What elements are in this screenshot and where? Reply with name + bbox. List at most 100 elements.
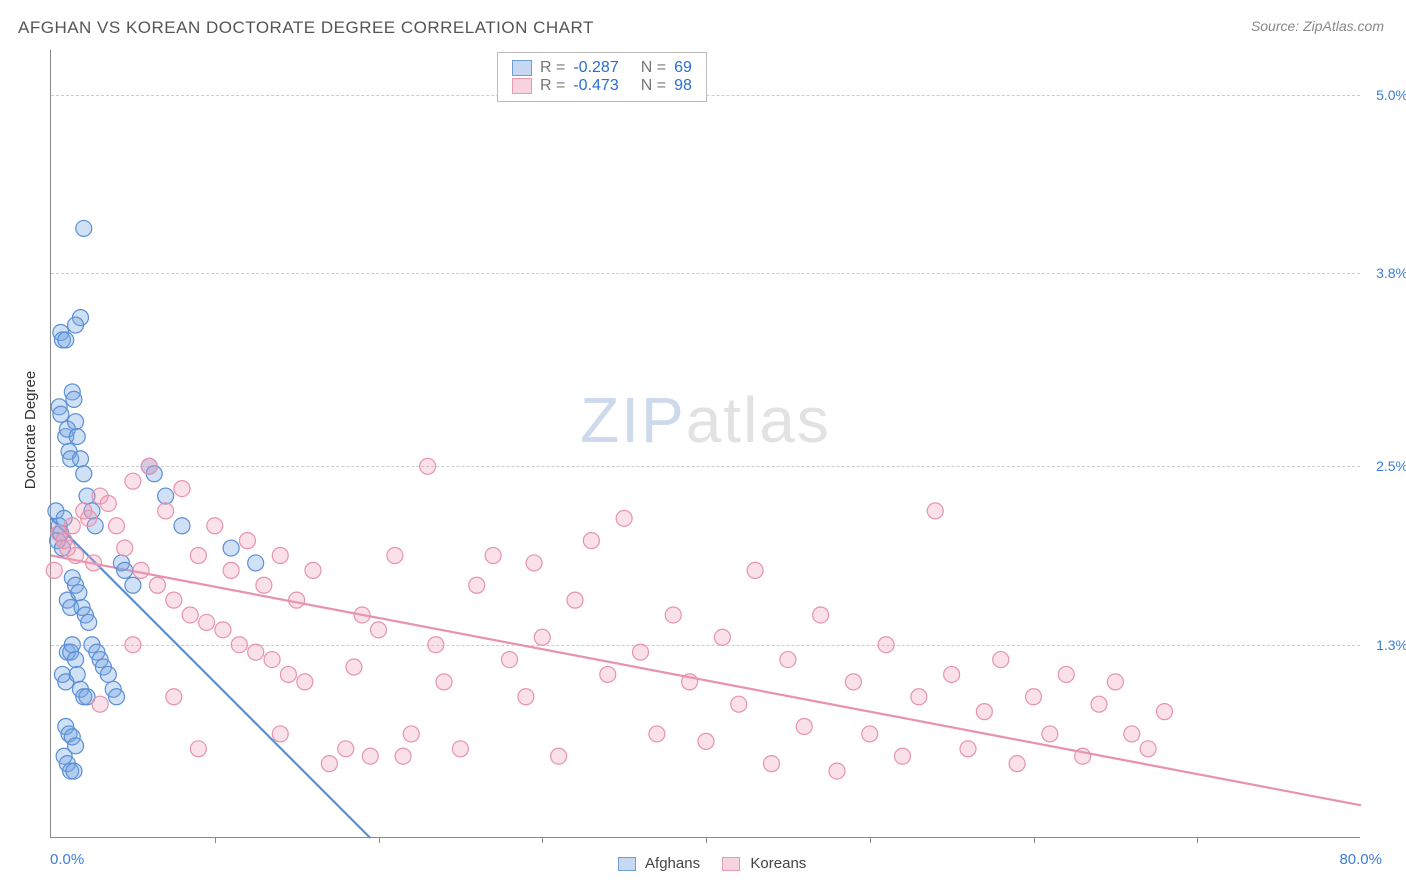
data-point <box>72 451 88 467</box>
data-point <box>100 495 116 511</box>
y-tick-label: 2.5% <box>1376 458 1406 474</box>
data-point <box>1042 726 1058 742</box>
data-point <box>69 429 85 445</box>
swatch-afghans <box>512 60 532 76</box>
data-point <box>256 577 272 593</box>
n-label: N = <box>641 77 666 95</box>
data-point <box>403 726 419 742</box>
data-point <box>240 533 256 549</box>
data-point <box>796 718 812 734</box>
x-tick <box>542 837 543 843</box>
data-point <box>231 637 247 653</box>
data-point <box>1107 674 1123 690</box>
data-point <box>68 738 84 754</box>
data-point <box>551 748 567 764</box>
data-point <box>895 748 911 764</box>
data-point <box>1140 741 1156 757</box>
legend-swatch-koreans <box>722 857 740 871</box>
r-value-koreans: -0.473 <box>573 77 618 95</box>
data-point <box>158 488 174 504</box>
data-point <box>174 518 190 534</box>
x-tick <box>379 837 380 843</box>
data-point <box>272 548 288 564</box>
y-tick-label: 1.3% <box>1376 637 1406 653</box>
data-point <box>125 577 141 593</box>
data-point <box>53 406 69 422</box>
data-point <box>289 592 305 608</box>
data-point <box>190 741 206 757</box>
legend-bottom: Afghans Koreans <box>0 855 1406 872</box>
data-point <box>1009 756 1025 772</box>
r-label: R = <box>540 77 565 95</box>
data-point <box>878 637 894 653</box>
source-name: ZipAtlas.com <box>1303 18 1384 34</box>
data-point <box>109 689 125 705</box>
data-point <box>518 689 534 705</box>
data-point <box>166 689 182 705</box>
data-point <box>109 518 125 534</box>
data-point <box>338 741 354 757</box>
data-point <box>68 317 84 333</box>
data-point <box>223 540 239 556</box>
data-point <box>600 666 616 682</box>
data-point <box>141 458 157 474</box>
data-point <box>100 666 116 682</box>
y-tick-label: 5.0% <box>1376 87 1406 103</box>
data-point <box>845 674 861 690</box>
data-point <box>649 726 665 742</box>
stats-row-afghans: R = -0.287 N = 69 <box>512 59 692 77</box>
x-tick <box>870 837 871 843</box>
data-point <box>452 741 468 757</box>
data-point <box>207 518 223 534</box>
data-point <box>133 562 149 578</box>
data-point <box>305 562 321 578</box>
data-point <box>616 510 632 526</box>
data-point <box>76 466 92 482</box>
data-point <box>813 607 829 623</box>
data-point <box>780 652 796 668</box>
data-point <box>633 644 649 660</box>
data-point <box>199 614 215 630</box>
data-point <box>534 629 550 645</box>
data-point <box>215 622 231 638</box>
data-point <box>502 652 518 668</box>
data-point <box>731 696 747 712</box>
plot-area: 1.3%2.5%3.8%5.0% ZIPatlas R = -0.287 N =… <box>50 50 1360 838</box>
data-point <box>46 562 62 578</box>
data-point <box>960 741 976 757</box>
data-point <box>264 652 280 668</box>
data-point <box>1124 726 1140 742</box>
data-point <box>66 763 82 779</box>
data-point <box>92 696 108 712</box>
data-point <box>86 555 102 571</box>
data-point <box>66 391 82 407</box>
data-point <box>81 614 97 630</box>
source-prefix: Source: <box>1251 18 1303 34</box>
stats-legend-box: R = -0.287 N = 69 R = -0.473 N = 98 <box>497 52 707 102</box>
x-tick <box>1034 837 1035 843</box>
data-point <box>583 533 599 549</box>
data-point <box>362 748 378 764</box>
data-point <box>125 473 141 489</box>
data-point <box>469 577 485 593</box>
data-point <box>297 674 313 690</box>
data-point <box>248 555 264 571</box>
legend-label-koreans: Koreans <box>750 855 806 872</box>
data-point <box>68 414 84 430</box>
n-value-afghans: 69 <box>674 59 692 77</box>
data-point <box>174 481 190 497</box>
data-point <box>485 548 501 564</box>
data-point <box>321 756 337 772</box>
y-tick-label: 3.8% <box>1376 265 1406 281</box>
data-point <box>69 666 85 682</box>
data-point <box>354 607 370 623</box>
data-point <box>436 674 452 690</box>
n-label: N = <box>641 59 666 77</box>
data-point <box>911 689 927 705</box>
data-point <box>71 585 87 601</box>
data-point <box>117 540 133 556</box>
data-point <box>76 220 92 236</box>
data-point <box>223 562 239 578</box>
r-value-afghans: -0.287 <box>573 59 618 77</box>
data-point <box>371 622 387 638</box>
